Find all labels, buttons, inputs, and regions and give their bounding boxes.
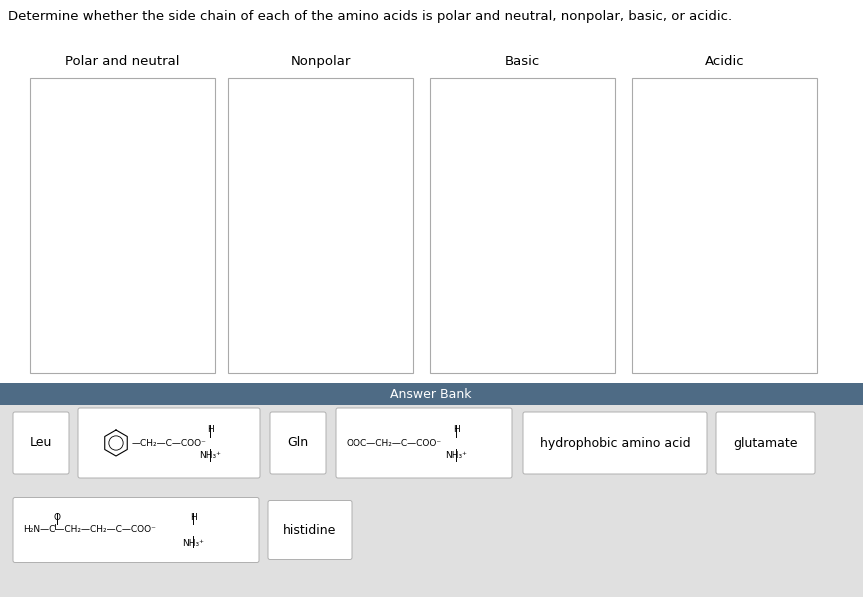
Text: Determine whether the side chain of each of the amino acids is polar and neutral: Determine whether the side chain of each…: [8, 10, 732, 23]
FancyBboxPatch shape: [632, 78, 817, 373]
Text: NH₃⁺: NH₃⁺: [199, 451, 221, 460]
FancyBboxPatch shape: [13, 498, 259, 563]
Text: Gln: Gln: [287, 437, 309, 450]
FancyBboxPatch shape: [336, 408, 512, 478]
Text: O: O: [54, 512, 60, 521]
Text: OOC—CH₂—C—COO⁻: OOC—CH₂—C—COO⁻: [346, 438, 441, 447]
Text: Answer Bank: Answer Bank: [390, 388, 472, 401]
Text: Polar and neutral: Polar and neutral: [66, 55, 180, 68]
Text: H: H: [190, 512, 197, 521]
Text: NH₃⁺: NH₃⁺: [182, 539, 204, 548]
FancyBboxPatch shape: [13, 412, 69, 474]
FancyBboxPatch shape: [0, 405, 863, 597]
FancyBboxPatch shape: [0, 383, 863, 405]
Text: Nonpolar: Nonpolar: [290, 55, 350, 68]
FancyBboxPatch shape: [523, 412, 707, 474]
Text: H₂N—C—CH₂—CH₂—C—COO⁻: H₂N—C—CH₂—CH₂—C—COO⁻: [23, 526, 156, 535]
FancyBboxPatch shape: [228, 78, 413, 373]
Text: NH₃⁺: NH₃⁺: [445, 451, 467, 460]
FancyBboxPatch shape: [30, 78, 215, 373]
Text: H: H: [206, 426, 213, 435]
FancyBboxPatch shape: [716, 412, 815, 474]
Text: glutamate: glutamate: [734, 437, 797, 450]
FancyBboxPatch shape: [78, 408, 260, 478]
Text: H: H: [452, 426, 459, 435]
FancyBboxPatch shape: [268, 501, 352, 560]
Text: histidine: histidine: [283, 523, 337, 536]
FancyBboxPatch shape: [270, 412, 326, 474]
Text: Basic: Basic: [505, 55, 540, 68]
Text: Leu: Leu: [30, 437, 52, 450]
FancyBboxPatch shape: [430, 78, 615, 373]
Text: —CH₂—C—COO⁻: —CH₂—C—COO⁻: [132, 438, 207, 447]
Text: Acidic: Acidic: [705, 55, 744, 68]
Text: hydrophobic amino acid: hydrophobic amino acid: [539, 437, 690, 450]
